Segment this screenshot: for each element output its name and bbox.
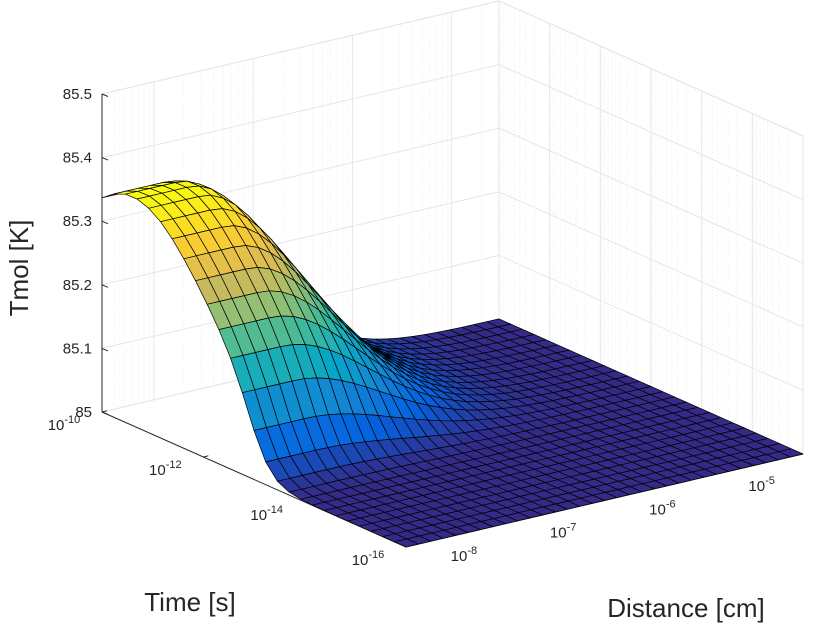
z-tick-mark <box>101 284 109 288</box>
z-tick-mark <box>101 411 109 415</box>
z-tick-label: 85.4 <box>63 150 92 167</box>
y-tick-mark <box>452 532 459 536</box>
z-tick-mark <box>101 220 109 225</box>
y-tick-label: 10-5 <box>748 475 774 495</box>
z-tick-mark <box>101 347 109 352</box>
y-tick-label: 10-6 <box>649 498 675 518</box>
y-tick-mark <box>651 485 657 489</box>
z-tick-label: 85.1 <box>63 340 92 357</box>
y-axis-label: Distance [cm] <box>607 593 765 623</box>
x-tick-mark <box>405 545 412 548</box>
surface-patch <box>393 538 419 548</box>
x-axis-label: Time [s] <box>144 587 235 617</box>
z-tick-label: 85.3 <box>63 213 92 230</box>
x-tick-mark <box>304 500 310 503</box>
x-tick-label: 10-12 <box>149 459 182 479</box>
z-tick-label: 85 <box>75 404 92 421</box>
axes-back-panes <box>101 0 804 548</box>
z-tick-mark <box>101 157 109 161</box>
y-tick-mark <box>750 462 756 466</box>
x-tick-label: 10-14 <box>250 504 283 524</box>
axis-ticks: 85 85.1 85.2 85.3 85.4 85.5 10-10 10-12 10-14 10-… <box>48 86 775 569</box>
z-tick-label: 85.5 <box>63 86 92 103</box>
y-tick-label: 10-7 <box>550 522 576 542</box>
x-tick-mark <box>101 410 108 413</box>
z-tick-label: 85.2 <box>63 277 92 294</box>
z-tick-mark <box>101 93 109 97</box>
surface-mesh <box>101 180 804 548</box>
y-tick-mark <box>551 509 558 513</box>
x-tick-label: 10-10 <box>48 414 81 434</box>
z-axis-label: Tmol [K] <box>4 220 34 317</box>
x-tick-label: 10-16 <box>352 549 385 569</box>
y-tick-label: 10-8 <box>451 545 477 565</box>
x-tick-mark <box>203 455 209 458</box>
